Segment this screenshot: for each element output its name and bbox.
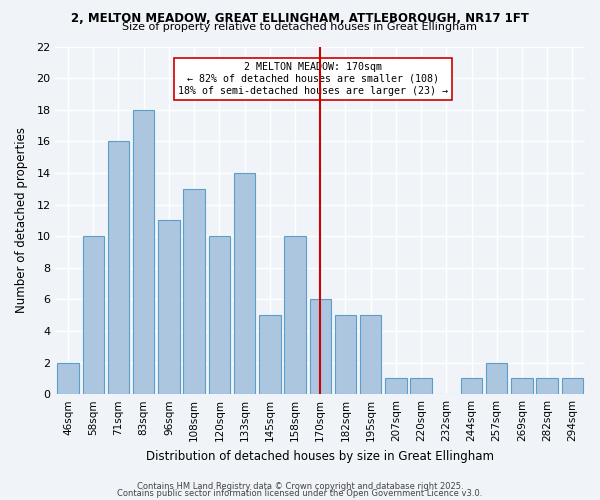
Bar bbox=[58, 362, 79, 394]
Bar bbox=[310, 300, 331, 394]
Bar bbox=[385, 378, 407, 394]
Bar bbox=[410, 378, 432, 394]
Bar bbox=[360, 315, 382, 394]
Bar bbox=[158, 220, 179, 394]
Text: Contains HM Land Registry data © Crown copyright and database right 2025.: Contains HM Land Registry data © Crown c… bbox=[137, 482, 463, 491]
Y-axis label: Number of detached properties: Number of detached properties bbox=[15, 128, 28, 314]
Bar bbox=[284, 236, 306, 394]
Bar bbox=[234, 173, 255, 394]
Bar bbox=[562, 378, 583, 394]
Text: Size of property relative to detached houses in Great Ellingham: Size of property relative to detached ho… bbox=[122, 22, 478, 32]
Text: 2, MELTON MEADOW, GREAT ELLINGHAM, ATTLEBOROUGH, NR17 1FT: 2, MELTON MEADOW, GREAT ELLINGHAM, ATTLE… bbox=[71, 12, 529, 26]
Bar bbox=[461, 378, 482, 394]
Bar bbox=[184, 188, 205, 394]
Bar bbox=[133, 110, 154, 394]
Text: 2 MELTON MEADOW: 170sqm
← 82% of detached houses are smaller (108)
18% of semi-d: 2 MELTON MEADOW: 170sqm ← 82% of detache… bbox=[178, 62, 448, 96]
Bar bbox=[83, 236, 104, 394]
Bar bbox=[511, 378, 533, 394]
Bar bbox=[486, 362, 508, 394]
Text: Contains public sector information licensed under the Open Government Licence v3: Contains public sector information licen… bbox=[118, 488, 482, 498]
Bar bbox=[108, 142, 129, 394]
Bar bbox=[335, 315, 356, 394]
Bar bbox=[259, 315, 281, 394]
Bar bbox=[209, 236, 230, 394]
Bar bbox=[536, 378, 558, 394]
X-axis label: Distribution of detached houses by size in Great Ellingham: Distribution of detached houses by size … bbox=[146, 450, 494, 462]
